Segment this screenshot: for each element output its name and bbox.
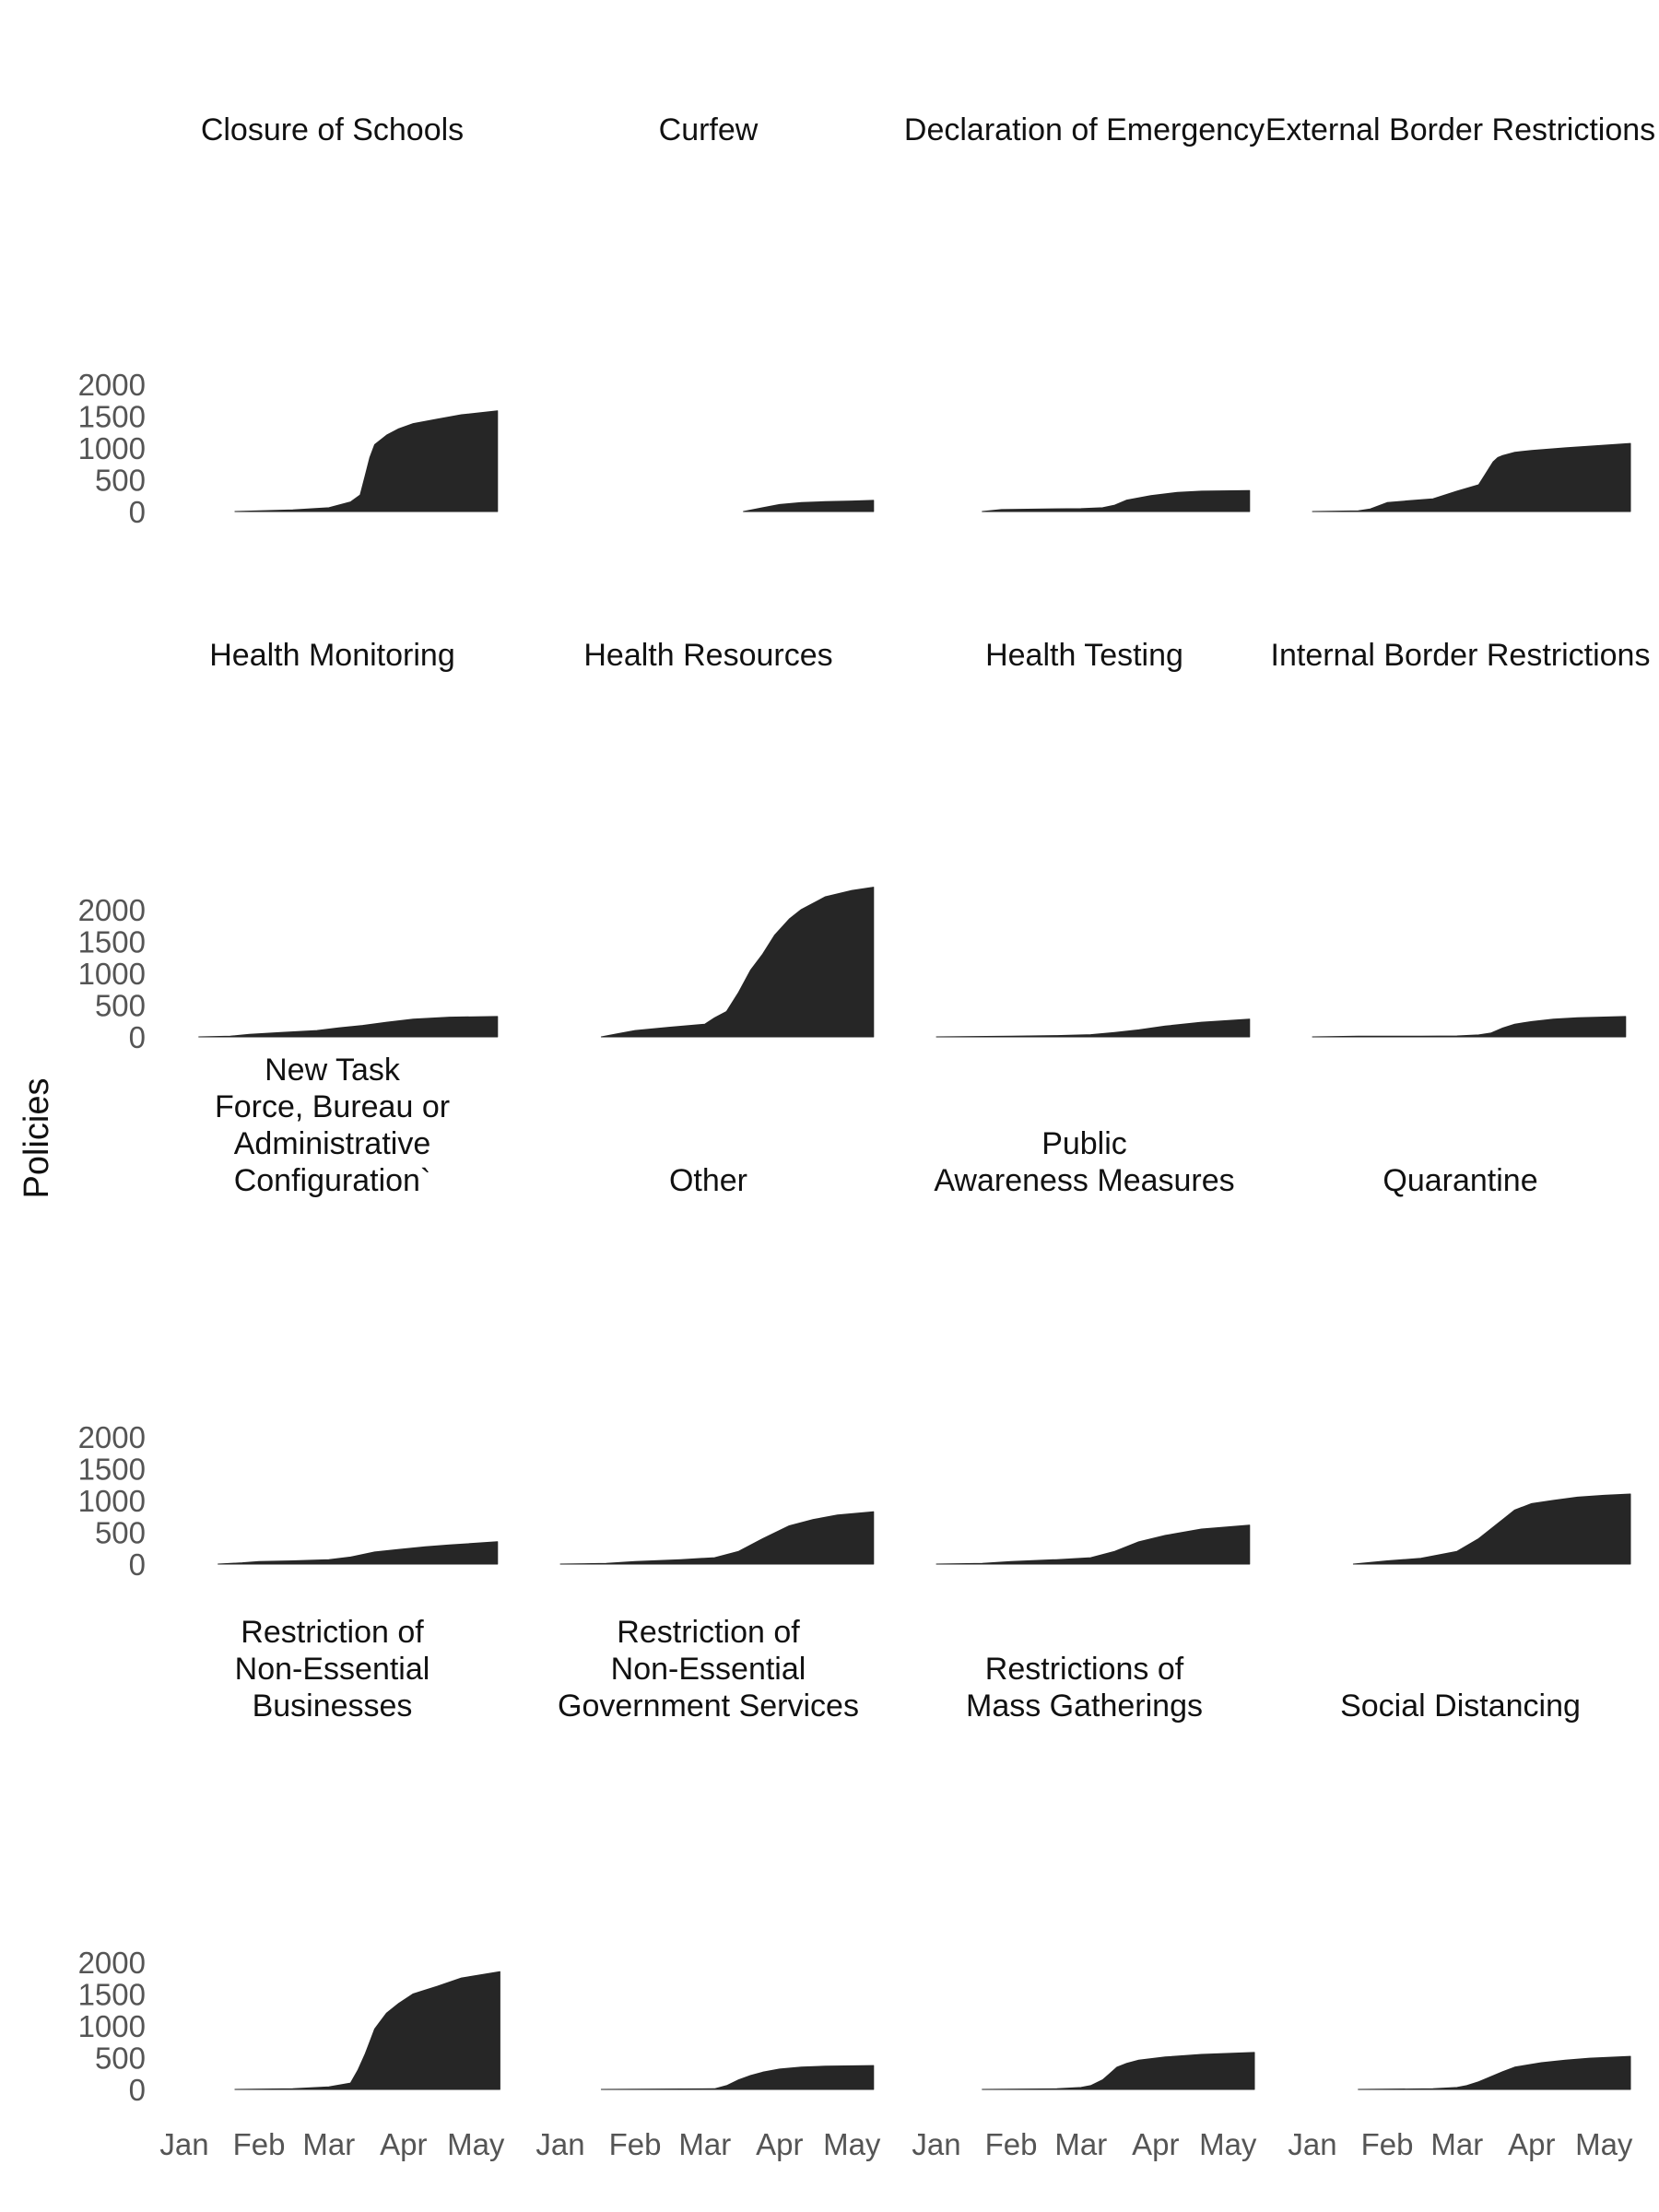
- y-tick-label: 1000: [78, 431, 146, 465]
- facet-panel: Health Resources: [583, 638, 875, 1038]
- facet-panel: Restriction of Non-Essential Government Se…: [535, 1615, 881, 2161]
- series-area: [743, 500, 875, 512]
- x-tick-label: Jan: [1288, 2127, 1336, 2161]
- facet-panel: Curfew: [659, 112, 875, 512]
- y-tick-label: 2000: [78, 368, 146, 402]
- facet-panel: Declaration of Emergency: [904, 112, 1265, 512]
- facet-title: Closure of Schools: [201, 112, 464, 147]
- facet-panel: Restriction of Non-Essential Businesses 050…: [78, 1615, 505, 2161]
- x-tick-label: Jan: [535, 2127, 584, 2161]
- series-area: [982, 2052, 1255, 2090]
- series-area: [1312, 1016, 1627, 1038]
- facet-panel: Health Testing: [935, 638, 1251, 1038]
- facet-title: Other: [669, 1163, 747, 1198]
- y-tick-label: 2000: [78, 1946, 146, 1980]
- facet-title: Internal Border Restrictions: [1271, 638, 1651, 673]
- series-area: [600, 887, 875, 1038]
- facet-title: New Task Force, Bureau or Administrative Co…: [215, 1053, 450, 1198]
- x-tick-label: Apr: [1132, 2127, 1179, 2161]
- facet-title: Declaration of Emergency: [904, 112, 1265, 147]
- facet-title: Restriction of Non-Essential Government Se…: [558, 1615, 859, 1724]
- facet-panel: Internal Border Restrictions: [1271, 638, 1651, 1038]
- y-axis-label: Policies: [18, 1078, 56, 1199]
- series-area: [1312, 442, 1631, 512]
- y-tick-label: 0: [129, 2073, 146, 2107]
- facet-title: Health Resources: [583, 638, 832, 673]
- facet-panel: External Border Restrictions: [1265, 112, 1655, 512]
- y-tick-label: 500: [95, 988, 146, 1022]
- series-area: [935, 1524, 1251, 1565]
- y-tick-label: 1500: [78, 399, 146, 433]
- x-tick-label: Jan: [912, 2127, 960, 2161]
- facet-panel: Quarantine: [1352, 1163, 1631, 1565]
- facet-title: Curfew: [659, 112, 759, 147]
- facet-title: Health Testing: [985, 638, 1183, 673]
- x-tick-label: Jan: [159, 2127, 208, 2161]
- x-tick-label: Feb: [233, 2127, 286, 2161]
- y-tick-label: 1500: [78, 1452, 146, 1486]
- x-tick-label: Apr: [1508, 2127, 1555, 2161]
- facet-panel: New Task Force, Bureau or Administrative Co…: [78, 1053, 499, 1582]
- x-tick-label: Mar: [678, 2127, 731, 2161]
- x-tick-label: May: [1199, 2127, 1257, 2161]
- facet-panels: Closure of Schools0500100015002000Curfew…: [78, 112, 1656, 2161]
- facet-title: External Border Restrictions: [1265, 112, 1655, 147]
- facet-title: Restrictions of Mass Gatherings: [966, 1652, 1203, 1724]
- facet-title: Social Distancing: [1340, 1688, 1581, 1724]
- facet-panel: Public Awareness Measures: [934, 1126, 1251, 1565]
- x-tick-label: Mar: [302, 2127, 355, 2161]
- x-tick-label: May: [447, 2127, 505, 2161]
- series-area: [559, 1511, 875, 1565]
- x-tick-label: Apr: [756, 2127, 803, 2161]
- series-area: [1352, 1493, 1631, 1565]
- y-tick-label: 500: [95, 1515, 146, 1549]
- facet-title: Health Monitoring: [209, 638, 454, 673]
- y-tick-label: 1000: [78, 2009, 146, 2043]
- y-tick-label: 0: [129, 495, 146, 529]
- x-tick-label: Mar: [1430, 2127, 1483, 2161]
- y-tick-label: 2000: [78, 1420, 146, 1454]
- y-tick-label: 1500: [78, 924, 146, 959]
- series-area: [982, 489, 1251, 512]
- y-tick-label: 0: [129, 1020, 146, 1054]
- y-tick-label: 500: [95, 463, 146, 497]
- x-tick-label: Feb: [1361, 2127, 1414, 2161]
- facet-panel: Restrictions of Mass Gatherings Jan Feb Mar A…: [912, 1652, 1257, 2161]
- series-area: [600, 2065, 875, 2090]
- y-tick-label: 2000: [78, 893, 146, 927]
- y-tick-label: 0: [129, 1547, 146, 1582]
- x-tick-label: Feb: [609, 2127, 662, 2161]
- x-tick-label: Feb: [985, 2127, 1038, 2161]
- series-area: [234, 1971, 500, 2090]
- y-tick-label: 1000: [78, 1484, 146, 1518]
- y-tick-label: 1000: [78, 957, 146, 991]
- x-tick-label: Apr: [380, 2127, 427, 2161]
- x-tick-label: May: [1575, 2127, 1633, 2161]
- series-area: [198, 1016, 499, 1038]
- facet-panel: Other: [559, 1163, 875, 1565]
- facet-title: Public Awareness Measures: [934, 1126, 1234, 1198]
- series-area: [234, 410, 499, 512]
- y-tick-label: 1500: [78, 1977, 146, 2011]
- facet-panel: Social Distancing Jan Feb Mar Apr May: [1288, 1688, 1633, 2161]
- facet-title: Quarantine: [1382, 1163, 1537, 1198]
- y-tick-label: 500: [95, 2041, 146, 2075]
- x-tick-label: Mar: [1054, 2127, 1107, 2161]
- x-tick-label: May: [823, 2127, 881, 2161]
- series-area: [218, 1541, 499, 1565]
- facet-title: Restriction of Non-Essential Businesses: [235, 1615, 430, 1724]
- series-area: [1358, 2055, 1631, 2090]
- series-area: [935, 1018, 1251, 1038]
